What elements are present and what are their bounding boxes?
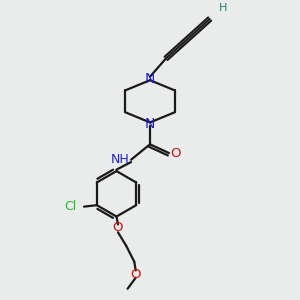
Text: NH: NH [111,153,130,166]
Text: N: N [145,72,155,86]
Text: H: H [219,3,228,13]
Text: O: O [113,221,123,234]
Text: N: N [145,117,155,131]
Text: O: O [130,268,141,281]
Text: Cl: Cl [64,200,76,213]
Text: O: O [170,146,181,160]
